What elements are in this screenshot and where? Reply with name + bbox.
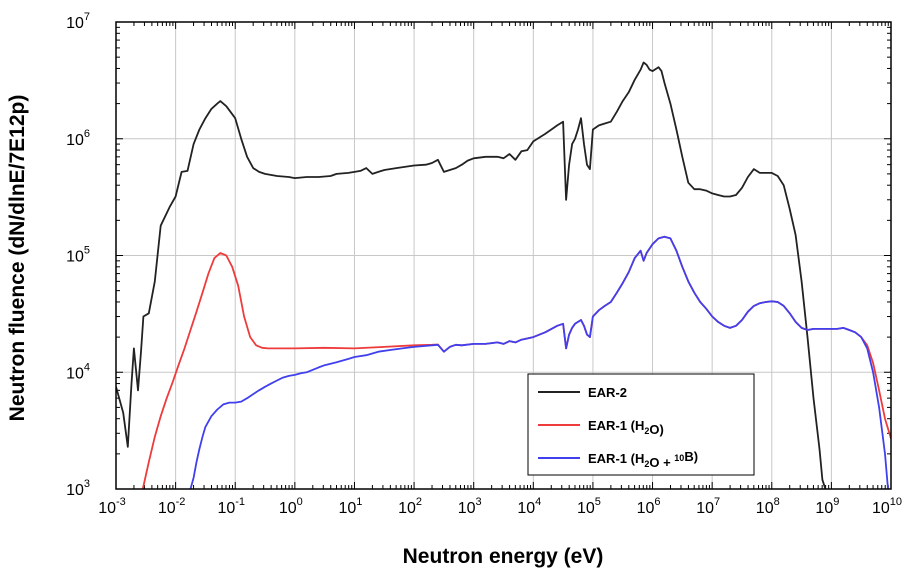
legend-label-1: EAR-1 (H2O) <box>588 418 664 437</box>
x-tick-labels: 10-3 10-2 10-1 100 101 102 103 104 105 106 107 108 1… <box>98 496 902 517</box>
x-tick-label: 10-1 <box>217 496 245 517</box>
y-tick-label: 105 <box>66 245 90 266</box>
x-axis-title: Neutron energy (eV) <box>403 545 604 568</box>
series-group <box>116 61 891 489</box>
x-tick-label: 103 <box>458 496 482 517</box>
plot-frame <box>115 21 892 490</box>
series-line-2 <box>189 235 889 489</box>
x-tick-label: 106 <box>637 496 661 517</box>
legend-label-2: EAR-1 (H2O + 10B) <box>588 449 698 470</box>
x-tick-label: 108 <box>756 496 780 517</box>
y-tick-label: 106 <box>66 128 90 149</box>
y-tick-label: 107 <box>66 11 90 32</box>
x-tick-label: 109 <box>815 496 839 517</box>
legend-label-0: EAR-2 <box>588 385 627 400</box>
y-axis-title: Neutron fluence (dN/dlnE/7E12p) <box>6 95 29 422</box>
x-tick-label: 1010 <box>872 496 902 517</box>
y-tick-label: 103 <box>66 478 90 499</box>
x-tick-label: 10-2 <box>158 496 186 517</box>
x-tick-label: 102 <box>398 496 422 517</box>
x-tick-label: 105 <box>577 496 601 517</box>
x-tick-label: 10-3 <box>98 496 126 517</box>
y-tick-labels: 103 104 105 106 107 <box>66 11 90 499</box>
series-line-0 <box>116 61 827 489</box>
y-tick-label: 104 <box>66 361 90 382</box>
legend: EAR-2 EAR-1 (H2O) EAR-1 (H2O + 10B) <box>527 373 755 476</box>
x-tick-label: 107 <box>696 496 720 517</box>
x-tick-label: 104 <box>517 496 541 517</box>
x-tick-label: 101 <box>339 496 363 517</box>
x-tick-label: 100 <box>279 496 303 517</box>
